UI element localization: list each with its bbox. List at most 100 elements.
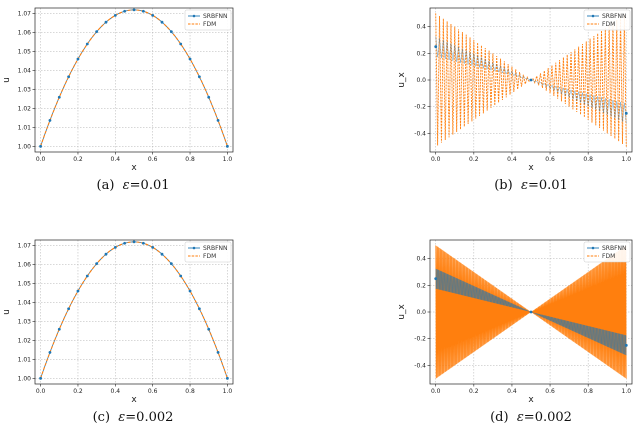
srbfnn-point xyxy=(197,307,201,311)
srbfnn-point xyxy=(48,350,52,354)
srbfnn-point xyxy=(141,9,145,13)
y-tick-label: -0.2 xyxy=(414,104,426,111)
srbfnn-point xyxy=(197,75,201,79)
y-axis-label: u_x xyxy=(397,72,407,88)
plot-frame xyxy=(429,7,633,153)
x-tick-label: 0.6 xyxy=(545,156,555,163)
chart-a-u-eps-0-01: 0.0 0.2 0.4 0.6 0.8 1.0 1.00 1.01 1.02 1.03 1.04 1.… xyxy=(2,7,234,173)
y-tick-label: 1.04 xyxy=(18,68,32,75)
y-tick-label: 1.05 xyxy=(18,281,32,288)
y-tick-label: -0.4 xyxy=(414,130,426,137)
srbfnn-point xyxy=(48,118,52,122)
srbfnn-point xyxy=(39,376,43,380)
caption-a-value: =0.01 xyxy=(129,178,170,193)
srbfnn-point xyxy=(113,245,117,249)
srbfnn-point xyxy=(225,376,229,380)
y-tick-label: 1.02 xyxy=(18,105,32,112)
y-axis-label: u xyxy=(2,77,12,83)
srbfnn-point xyxy=(123,9,127,13)
y-tick-label: 1.07 xyxy=(18,11,32,18)
srbfnn-point xyxy=(225,144,229,148)
srbfnn-point xyxy=(160,20,164,24)
x-tick-label: 0.0 xyxy=(431,156,441,163)
y-tick-label: 1.00 xyxy=(18,375,32,382)
srbfnn-point xyxy=(160,252,164,256)
srbfnn-point xyxy=(132,240,136,244)
srbfnn-point xyxy=(76,289,80,293)
legend-fdm-label: FDM xyxy=(602,21,615,28)
y-tick-label: 1.00 xyxy=(18,143,32,150)
y-tick-label: -0.4 xyxy=(414,362,426,369)
chart-b-ux-eps-0-01: 0.0 0.2 0.4 0.6 0.8 1.0 -0.4 -0.2 0.0 0.2 0.4 x u_x S… xyxy=(397,7,633,173)
x-tick-label: 0.0 xyxy=(431,388,441,395)
x-axis-label: x xyxy=(528,395,534,405)
srbfnn-point xyxy=(85,274,89,278)
srbfnn-point xyxy=(207,327,211,331)
srbfnn-point xyxy=(104,20,108,24)
y-axis-label: u xyxy=(2,309,12,315)
srbfnn-point xyxy=(188,289,192,293)
x-tick-label: 0.0 xyxy=(36,388,46,395)
chart-d-ux-eps-0-002: 0.0 0.2 0.4 0.6 0.8 1.0 -0.4 -0.2 0.0 0.2 0.4 x u_x S… xyxy=(397,239,633,405)
x-tick-label: 0.4 xyxy=(111,156,121,163)
x-axis-label: x xyxy=(131,163,137,173)
x-tick-label: 0.2 xyxy=(469,156,479,163)
legend-fdm-label: FDM xyxy=(203,253,216,260)
x-tick-label: 0.6 xyxy=(148,156,158,163)
y-tick-label: 1.01 xyxy=(18,356,32,363)
caption-d-label: (d) xyxy=(490,410,509,425)
x-tick-label: 0.2 xyxy=(73,156,83,163)
srbfnn-point xyxy=(39,144,43,148)
srbfnn-point xyxy=(132,8,136,12)
y-tick-label: 1.01 xyxy=(18,124,32,131)
x-tick-label: 0.4 xyxy=(111,388,121,395)
y-tick-label: 0.0 xyxy=(416,77,426,84)
x-tick-label: 1.0 xyxy=(622,388,632,395)
srbfnn-point xyxy=(113,13,117,17)
legend-srbfnn-marker xyxy=(192,14,196,18)
caption-a: (a) ε=0.01 xyxy=(97,178,170,193)
caption-c: (c) ε=0.002 xyxy=(93,410,174,425)
y-axis-label: u_x xyxy=(397,304,407,320)
y-tick-label: 0.4 xyxy=(416,256,426,263)
srbfnn-point xyxy=(434,277,438,281)
legend-fdm-label: FDM xyxy=(203,21,216,28)
legend-box xyxy=(583,9,631,31)
plot-frame xyxy=(429,239,633,385)
caption-d: (d) ε=0.002 xyxy=(490,410,572,425)
x-tick-label: 0.8 xyxy=(583,388,593,395)
srbfnn-point xyxy=(216,118,220,122)
x-tick-label: 0.6 xyxy=(545,388,555,395)
srbfnn-point xyxy=(123,241,127,245)
caption-c-value: =0.002 xyxy=(125,410,174,425)
x-axis-label: x xyxy=(528,163,534,173)
y-tick-label: -0.2 xyxy=(414,336,426,343)
caption-b-value: =0.01 xyxy=(527,178,568,193)
srbfnn-point xyxy=(104,252,108,256)
y-tick-label: 1.03 xyxy=(18,318,32,325)
srbfnn-point xyxy=(169,262,173,266)
srbfnn-point xyxy=(529,78,533,82)
srbfnn-point xyxy=(188,57,192,61)
srbfnn-point xyxy=(76,57,80,61)
y-tick-label: 0.0 xyxy=(416,309,426,316)
srbfnn-point xyxy=(529,310,533,314)
srbfnn-point xyxy=(67,307,71,311)
srbfnn-point xyxy=(85,42,89,46)
plot-frame xyxy=(34,239,234,385)
srbfnn-point xyxy=(179,274,183,278)
caption-b-symbol: ε xyxy=(520,178,528,193)
legend-box xyxy=(184,241,232,263)
srbfnn-point xyxy=(67,75,71,79)
x-tick-label: 0.4 xyxy=(507,156,517,163)
x-tick-label: 0.0 xyxy=(36,156,46,163)
legend-box xyxy=(184,9,232,31)
caption-d-symbol: ε xyxy=(516,410,524,425)
y-tick-label: 0.2 xyxy=(416,282,426,289)
srbfnn-point xyxy=(434,45,438,49)
srbfnn-point xyxy=(151,13,155,17)
legend-fdm-label: FDM xyxy=(602,253,615,260)
y-tick-label: 0.2 xyxy=(416,50,426,57)
legend-srbfnn-marker xyxy=(591,14,595,18)
caption-d-value: =0.002 xyxy=(523,410,572,425)
